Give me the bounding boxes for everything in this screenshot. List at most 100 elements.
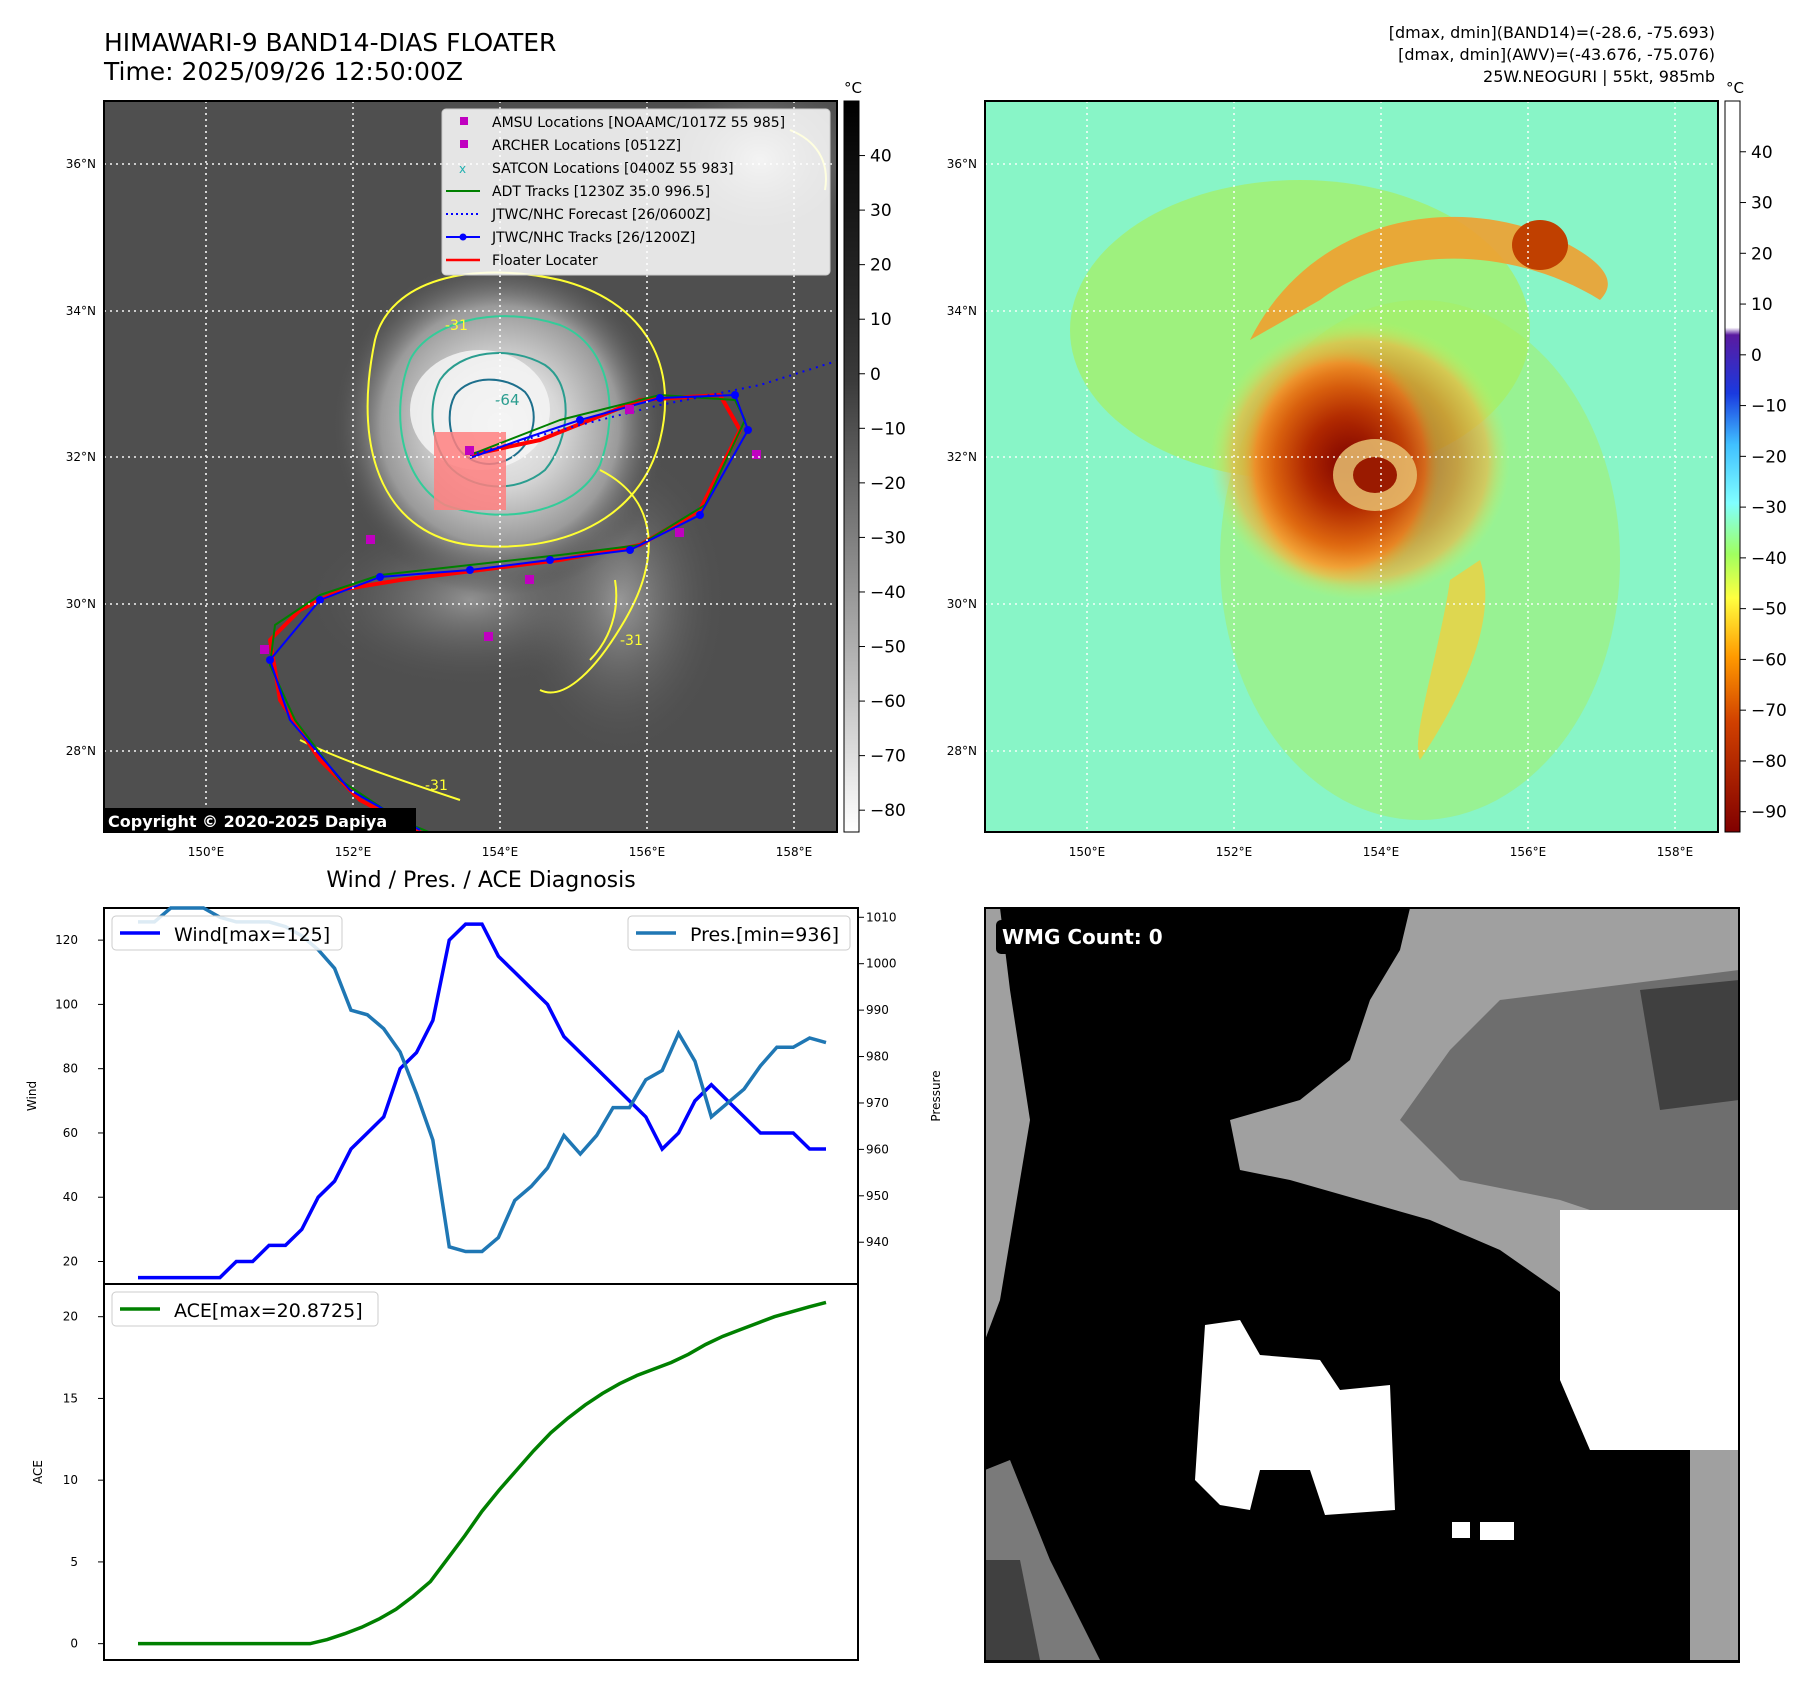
colorbar-tick-label: −40 (870, 583, 906, 603)
awv-map: 36°N 34°N 32°N 30°N 28°N 150°E 152°E 154… (947, 79, 1787, 859)
colorbar-tick-label: −60 (870, 692, 906, 712)
y2-tick-label: 1010 (866, 910, 897, 924)
colorbar-tick-label: −80 (1751, 752, 1787, 772)
lon-label: 152°E (335, 845, 372, 859)
colorbar-awv (1724, 100, 1741, 833)
lon-label: 152°E (1216, 845, 1253, 859)
lon-label: 158°E (1657, 845, 1694, 859)
lat-label: 34°N (947, 304, 977, 318)
colorbar-tick-label: −50 (870, 638, 906, 658)
y-tick-label: 100 (55, 997, 78, 1011)
legend-label: Wind[max=125] (174, 924, 330, 946)
colorbar-tick-label: −70 (1751, 701, 1787, 721)
colorbar-tick-label: 30 (870, 201, 892, 221)
colorbar-tick-label: −60 (1751, 650, 1787, 670)
y-axis-label-ace: ACE (31, 1460, 45, 1484)
lon-label: 150°E (1069, 845, 1106, 859)
colorbar-tick-label: −30 (1751, 498, 1787, 518)
colorbar-tick-label: −10 (870, 419, 906, 439)
legend-wind: Wind[max=125] (111, 915, 343, 951)
y2-tick-label: 940 (866, 1235, 889, 1249)
lat-label: 36°N (66, 157, 96, 171)
lon-label: 154°E (1363, 845, 1400, 859)
legend-marker-archer (460, 140, 468, 148)
legend-pressure: Pres.[min=936] (627, 915, 851, 951)
chart-title: Wind / Pres. / ACE Diagnosis (326, 868, 635, 893)
lon-label: 158°E (776, 845, 813, 859)
series-line-ace (138, 1300, 827, 1646)
lat-label: 34°N (66, 304, 96, 318)
colorbar-tick-label: 40 (870, 147, 892, 167)
y-tick-label: 80 (63, 1062, 78, 1076)
lat-label: 32°N (947, 450, 977, 464)
wmg-badge (996, 920, 1174, 954)
copyright: Copyright © 2020-2025 Dapiya (108, 812, 387, 831)
legend-label: JTWC/NHC Forecast [26/0600Z] (491, 207, 711, 223)
legend-label: AMSU Locations [NOAAMC/1017Z 55 985] (492, 115, 785, 131)
y2-tick-label: 1000 (866, 957, 897, 971)
contour-label: -31 (425, 778, 448, 794)
contour-label: -31 (620, 633, 643, 649)
colorbar-tick-label: 10 (870, 310, 892, 330)
y-tick-label: 20 (63, 1255, 78, 1269)
lon-label: 154°E (482, 845, 519, 859)
lon-label: 156°E (1510, 845, 1547, 859)
y-tick-label: 60 (63, 1126, 78, 1140)
legend-label: Floater Locater (492, 253, 598, 269)
colorbar-tick-label: −20 (1751, 447, 1787, 467)
y-axis-label-pressure: Pressure (929, 1070, 943, 1121)
info-awv: [dmax, dmin](AWV)=(-43.676, -75.076) (1398, 45, 1715, 64)
figure-time: Time: 2025/09/26 12:50:00Z (103, 57, 463, 86)
y-axis-label-wind: Wind (25, 1081, 39, 1111)
legend-label: Pres.[min=936] (690, 924, 839, 946)
legend-label: ADT Tracks [1230Z 35.0 996.5] (492, 184, 710, 200)
wmg-count: WMG Count: 0 (1002, 925, 1163, 949)
colorbar-tick-label: 10 (1751, 295, 1773, 315)
ir-map: -31 -64 -31 -31 (66, 79, 906, 859)
lat-label: 30°N (947, 597, 977, 611)
colorbar-tick-label: 40 (1751, 143, 1773, 163)
y-tick-label: 20 (63, 1310, 78, 1324)
y-tick-label: 10 (63, 1473, 78, 1487)
colorbar-tick-label: −20 (870, 474, 906, 494)
y2-tick-label: 980 (866, 1050, 889, 1064)
y-tick-label: 0 (70, 1637, 78, 1651)
legend-ace: ACE[max=20.8725] (111, 1291, 379, 1327)
contour-label: -31 (445, 318, 468, 334)
colorbar-tick-label: −90 (1751, 803, 1787, 823)
colorbar-tick-label: 0 (870, 365, 881, 385)
y-tick-label: 15 (63, 1391, 78, 1405)
colorbar-tick-label: 0 (1751, 346, 1762, 366)
lat-label: 30°N (66, 597, 96, 611)
map-legend: AMSU Locations [NOAAMC/1017Z 55 985] ARC… (441, 108, 831, 276)
colorbar-tick-label: 30 (1751, 194, 1773, 214)
colorbar-tick-label: −80 (870, 801, 906, 821)
colorbar-tick-label: 20 (870, 256, 892, 276)
colorbar-unit: °C (844, 79, 862, 97)
y-tick-label: 40 (63, 1190, 78, 1204)
colorbar-ir (843, 100, 860, 833)
floater-box (434, 432, 506, 510)
legend-label: SATCON Locations [0400Z 55 983] (492, 161, 734, 177)
colorbar-tick-label: 20 (1751, 244, 1773, 264)
y2-tick-label: 960 (866, 1142, 889, 1156)
colorbar-tick-label: −50 (1751, 600, 1787, 620)
wind-pressure-chart: 20 40 60 80 100 120 940 950 960 970 980 990 1000 101… (25, 906, 943, 1285)
lat-label: 32°N (66, 450, 96, 464)
y-tick-label: 120 (55, 933, 78, 947)
lon-label: 150°E (188, 845, 225, 859)
lat-label: 28°N (66, 744, 96, 758)
colorbar-tick-label: −70 (870, 747, 906, 767)
legend-marker-satcon: x (459, 162, 466, 176)
colorbar-tick-label: −40 (1751, 549, 1787, 569)
y2-tick-label: 970 (866, 1096, 889, 1110)
lon-label: 156°E (629, 845, 666, 859)
y2-tick-label: 950 (866, 1189, 889, 1203)
y-tick-label: 5 (70, 1555, 78, 1569)
colorbar-tick-label: −10 (1751, 397, 1787, 417)
legend-label: JTWC/NHC Tracks [26/1200Z] (491, 230, 695, 246)
colorbar-unit: °C (1726, 79, 1744, 97)
lat-label: 28°N (947, 744, 977, 758)
wmg-panel: WMG Count: 0 (984, 907, 1740, 1663)
